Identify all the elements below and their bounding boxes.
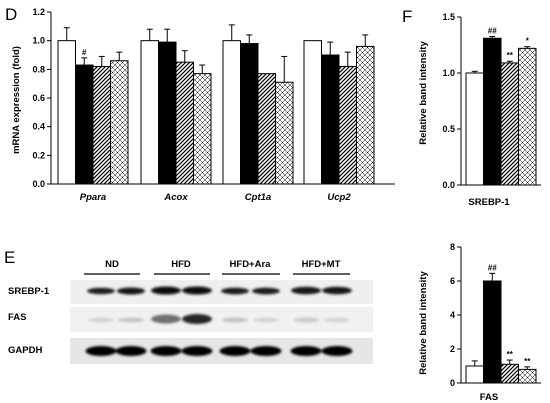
chart-f-fas-annotation: ** [524, 357, 531, 366]
chart-f-fas-y-axis-title: Relative band intensity [418, 271, 429, 375]
blot-group-hfd-mt: HFD+MT [302, 259, 341, 270]
chart-d-bar-0-2 [92, 65, 111, 185]
blot-band [219, 346, 251, 356]
blot-band [222, 317, 248, 323]
chart-f-fas-y-tick-label: 4 [450, 310, 455, 320]
blot-band [150, 346, 182, 356]
panel-label-e: E [4, 248, 15, 267]
blot-band [151, 286, 181, 295]
chart-d-x-tick-label: Ppara [80, 192, 106, 203]
blot-label-gapdh: GAPDH [8, 345, 42, 356]
chart-d-bar-3-0 [303, 40, 322, 185]
blot-band [117, 287, 145, 295]
chart-d-bar-1-1 [158, 41, 177, 185]
blot-band [182, 286, 212, 295]
blot-band [253, 317, 279, 323]
chart-f-srebp1-x-title: SREBP-1 [468, 197, 510, 208]
blot-band [252, 287, 280, 295]
chart-f-srebp1-y-tick-label: 1.0 [442, 68, 455, 78]
chart-f-fas-y-tick-label: 0 [450, 378, 455, 388]
chart-d-y-axis-title: mRNA expression (fold) [11, 46, 22, 154]
blot-band [321, 346, 353, 356]
blot-band [181, 346, 213, 356]
chart-d-bar-2-3 [275, 81, 294, 185]
blot-band [151, 314, 181, 324]
blot-bands-srebp1 [87, 286, 352, 295]
panel-label-d: D [5, 5, 17, 24]
chart-d-annotation: # [82, 48, 87, 57]
chart-d-y-tick-label: 0.6 [32, 93, 45, 103]
blot-band [118, 317, 144, 323]
chart-d-y-tick-label: 0.8 [32, 64, 45, 74]
chart-d-bar-3-2 [338, 65, 357, 185]
blot-band [87, 287, 115, 295]
chart-d-bar-1-2 [175, 61, 194, 185]
blot-label-srebp1: SREBP-1 [8, 286, 50, 297]
chart-f-srebp1: Relative band intensity SREBP-1 0.0 0.5 1.… [418, 12, 541, 208]
blot-group-hfd: HFD [171, 259, 191, 270]
chart-d-bar-2-2 [257, 73, 276, 185]
chart-d-bar-0-3 [110, 60, 129, 185]
chart-f-srebp1-annotation: ## [488, 27, 497, 36]
chart-f-fas-x-title: FAS [480, 392, 498, 403]
blot-band [290, 346, 322, 356]
chart-f-srebp1-annotation: * [526, 37, 530, 46]
chart-f-fas-y-tick-label: 6 [450, 276, 455, 286]
chart-f-srebp1-bar-3 [518, 47, 537, 186]
chart-f-fas-annotation: ## [488, 263, 497, 272]
blot-band [291, 286, 321, 295]
chart-d-x-tick-label: Cpt1a [245, 192, 271, 203]
blot-bands-fas [88, 314, 350, 324]
chart-f-srebp1-y-tick-label: 1.5 [442, 12, 455, 22]
chart-f-srebp1-y-tick-label: 0.5 [442, 124, 455, 134]
blot-band [85, 346, 117, 356]
chart-d-y-tick-label: 0.0 [32, 179, 45, 189]
chart-f-srebp1-bar-1 [483, 37, 502, 186]
chart-d-x-tick-label: Ucp2 [327, 192, 351, 203]
blot-band [115, 346, 147, 356]
chart-f-fas-y-tick-label: 2 [450, 344, 455, 354]
chart-f-srebp1-bar-0 [465, 72, 484, 186]
blot-band [322, 286, 352, 295]
chart-d-x-tick-label: Acox [163, 192, 188, 203]
chart-f-fas-bar-3 [518, 368, 537, 384]
blot-band [324, 317, 350, 323]
chart-f-fas-bar-1 [483, 280, 502, 384]
chart-d-bar-2-1 [240, 43, 259, 185]
chart-f-fas-bar-0 [465, 365, 484, 384]
chart-f-fas-annotation: ** [507, 350, 514, 359]
chart-f-srebp1-y-axis-title: Relative band intensity [418, 41, 429, 145]
chart-d-bar-3-1 [321, 54, 340, 185]
chart-d-bar-0-1 [75, 64, 94, 185]
chart-d-bar-1-3 [193, 73, 212, 185]
blot-group-nd: ND [105, 259, 119, 270]
chart-d-bar-2-0 [222, 40, 241, 185]
blot-band [88, 317, 114, 323]
panel-label-f: F [402, 7, 412, 26]
blot-label-fas: FAS [8, 312, 26, 323]
chart-f-fas-y-tick-label: 8 [450, 242, 455, 252]
chart-f-fas: Relative band intensity FAS 0 2 4 6 8 ## ** ** [418, 242, 541, 403]
chart-d-y-tick-label: 1.2 [32, 7, 45, 17]
chart-f-srebp1-bar-2 [500, 62, 519, 186]
chart-d-y-tick-label: 0.2 [32, 150, 45, 160]
chart-f-srebp1-annotation: ** [507, 51, 514, 60]
blot-band [182, 314, 212, 324]
blot-bands-gapdh [85, 346, 353, 356]
blot-band [250, 346, 282, 356]
chart-f-srebp1-y-tick-label: 0.0 [442, 180, 455, 190]
blot-band [221, 287, 249, 295]
chart-f-fas-bar-2 [500, 363, 519, 384]
chart-d: mRNA expression (fold) 0.0 0.2 0.4 0.6 0.8 1.… [11, 7, 395, 203]
blot-band [293, 317, 319, 323]
blot-group-hfd-ara: HFD+Ara [230, 259, 272, 270]
chart-d-y-tick-label: 1.0 [32, 36, 45, 46]
chart-d-y-tick-label: 0.4 [32, 122, 45, 132]
chart-d-bar-0-0 [57, 40, 76, 185]
chart-d-bar-3-3 [356, 45, 375, 185]
western-blot: ND HFD HFD+Ara HFD+MT SREBP-1 FAS GAPDH [8, 259, 373, 364]
chart-d-bar-1-0 [140, 40, 159, 185]
